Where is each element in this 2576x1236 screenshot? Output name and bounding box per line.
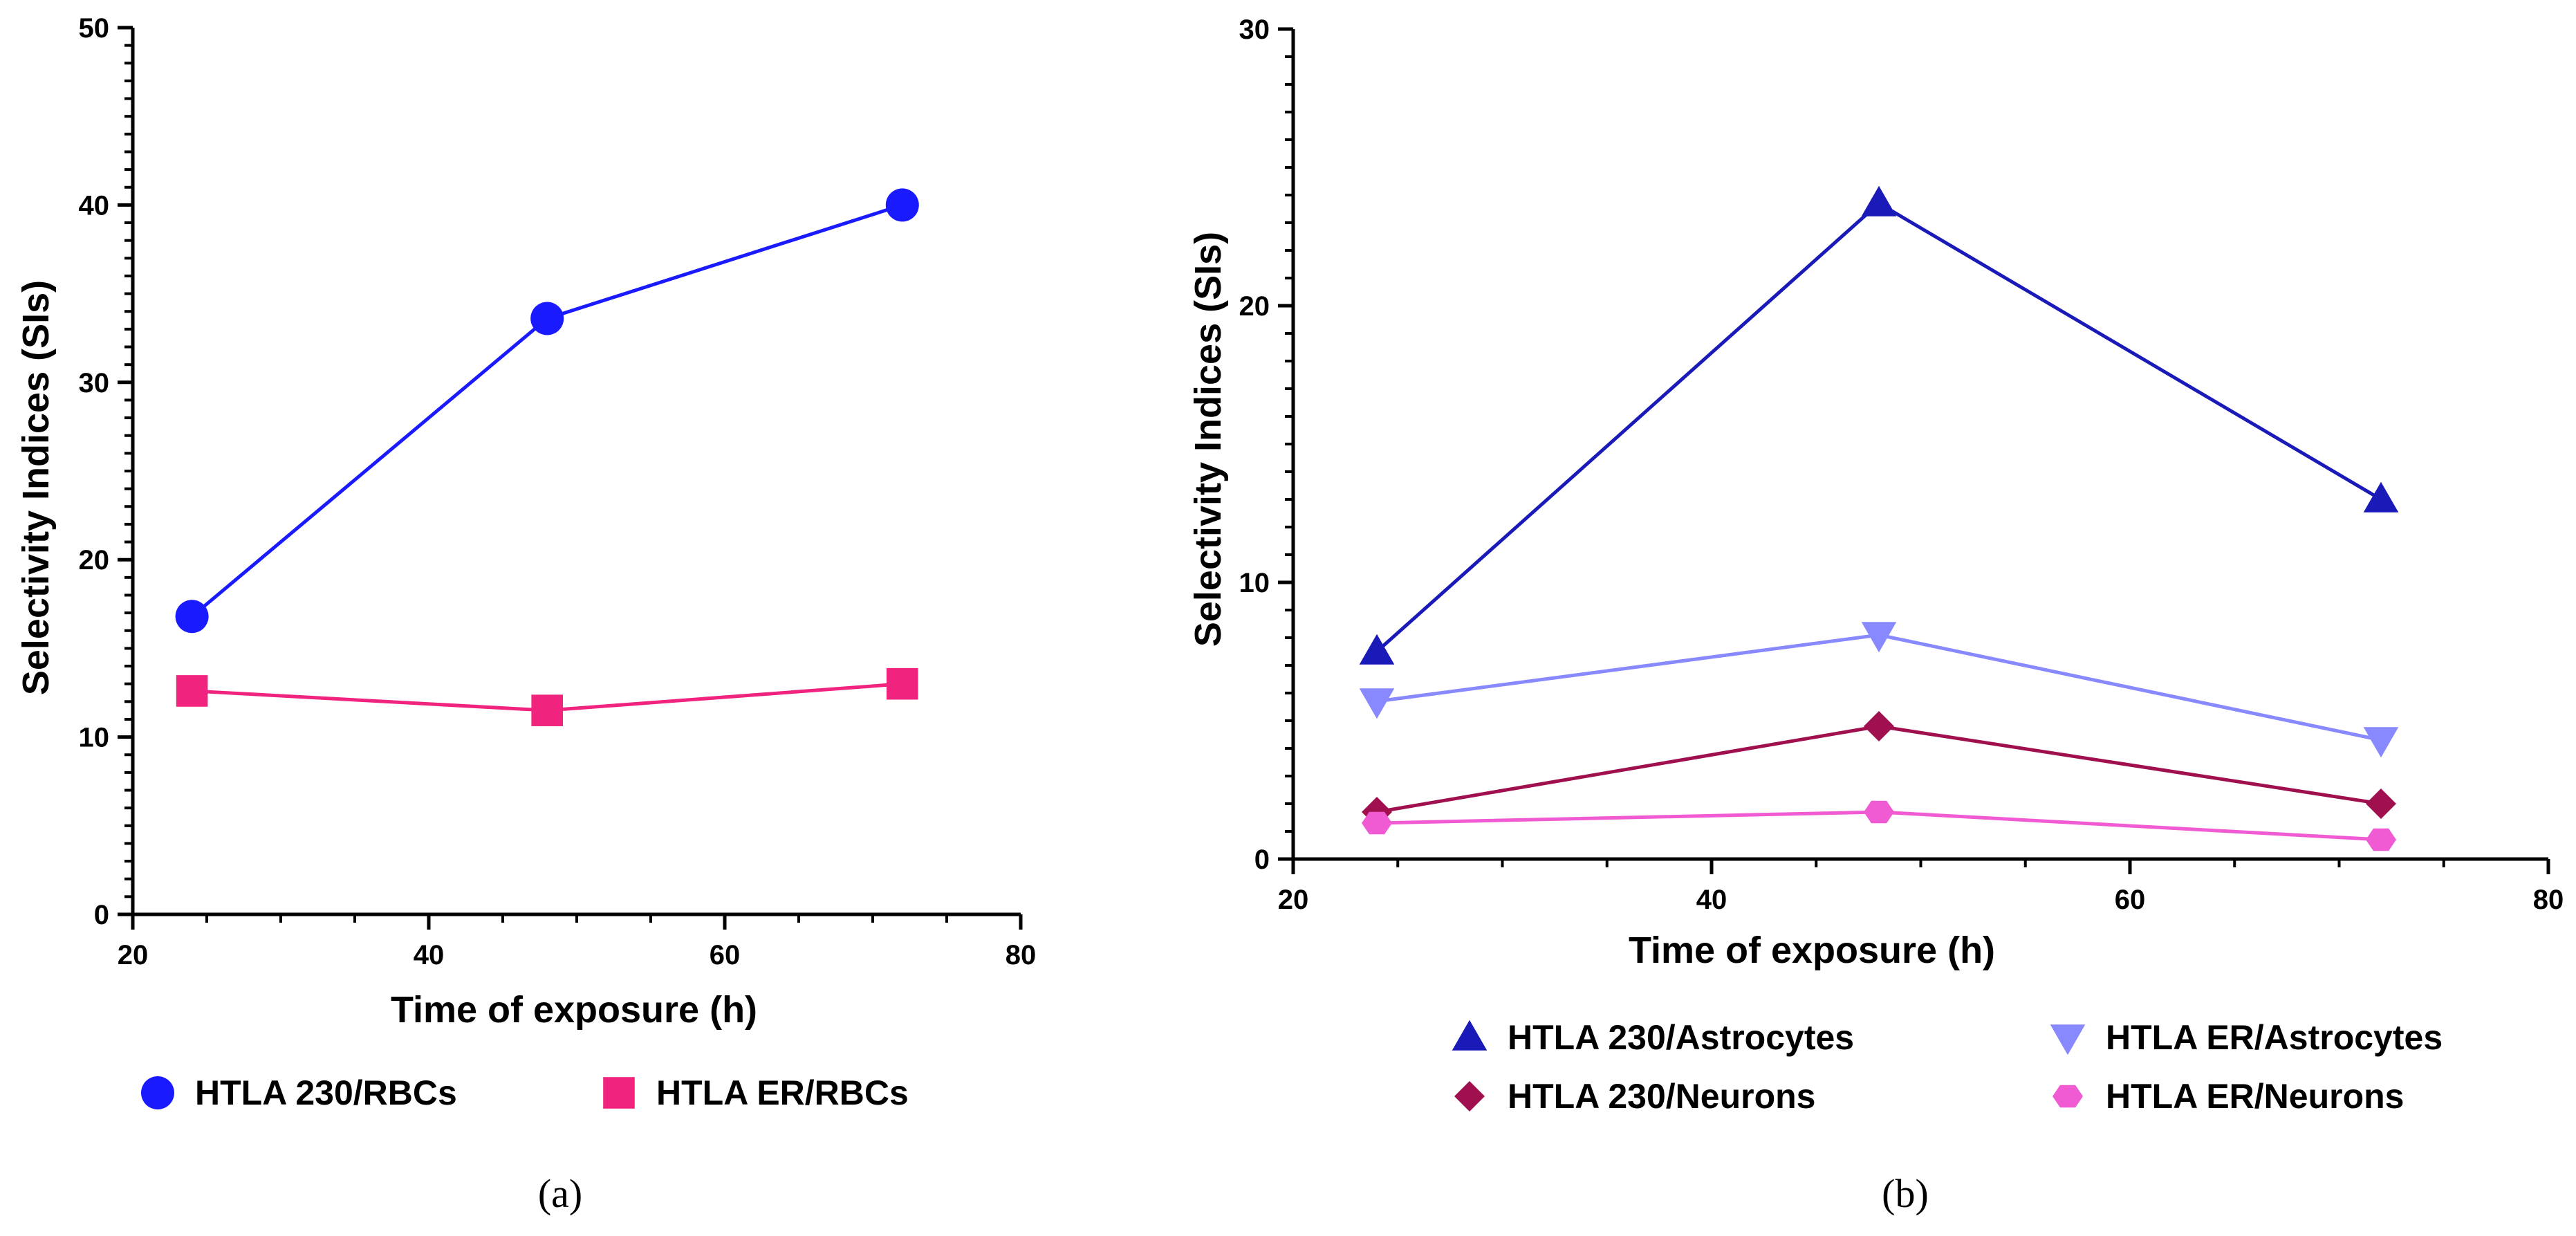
chart-b-y-tick-label: 20	[1239, 291, 1270, 322]
chart-a-x-tick-label: 40	[414, 940, 445, 970]
chart-a-y-tick-label: 50	[79, 13, 110, 44]
chart-b-series-0-point	[2363, 481, 2399, 513]
chart-b-x-tick-label: 20	[1278, 885, 1309, 915]
chart-a-series-1-point	[887, 667, 918, 700]
chart-b-legend-label: HTLA 230/Astrocytes	[1508, 1018, 1854, 1057]
chart-b-axes: 0 10 20 30 20 40 60 80	[1239, 15, 2564, 915]
chart-a-series-1-point	[531, 694, 563, 726]
chart-b-series-3-point	[1362, 811, 1392, 835]
chart-b-series-0-line	[1375, 201, 2382, 653]
chart-a-y-tick-label: 30	[79, 368, 110, 398]
chart-a-series-0-point	[530, 302, 564, 335]
chart-b-legend-item: HTLA ER/Neurons	[2053, 1077, 2404, 1116]
chart-b-series-1	[1359, 622, 2399, 758]
chart-b-series-0-point	[1861, 185, 1897, 216]
chart-b-series-1-point	[1359, 688, 1395, 719]
chart-b-x-tick-label: 40	[1696, 885, 1727, 915]
chart-b-series-0	[1359, 185, 2399, 665]
chart-b-legend-label: HTLA ER/Neurons	[2106, 1077, 2404, 1116]
chart-a-legend-item: HTLA 230/RBCs	[141, 1073, 457, 1112]
chart-b-y-tick-label: 0	[1254, 845, 1270, 875]
chart-b-legend-marker	[1452, 1020, 1488, 1051]
chart-b-series-3	[1362, 800, 2396, 851]
chart-b-legend-label: HTLA 230/Neurons	[1508, 1077, 1815, 1116]
chart-a-series-1-point	[176, 675, 208, 707]
chart-b-legend-marker	[2053, 1085, 2083, 1108]
chart-a-series-1	[176, 667, 918, 726]
chart-a-x-tick-label: 20	[118, 940, 149, 970]
chart-b-legend-item: HTLA ER/Astrocytes	[2050, 1018, 2443, 1057]
chart-b-legend-item: HTLA 230/Astrocytes	[1452, 1018, 1854, 1057]
chart-a-y-tick-label: 40	[79, 190, 110, 221]
chart-b-series-2-point	[2366, 788, 2396, 819]
chart-b-legend-item: HTLA 230/Neurons	[1454, 1077, 1815, 1116]
chart-a-x-tick-label: 60	[710, 940, 741, 970]
chart-b-series-1-point	[1861, 622, 1897, 653]
chart-a-y-tick-label: 0	[94, 900, 109, 930]
chart-a-legend-label: HTLA ER/RBCs	[656, 1073, 909, 1112]
chart-b-panel-label: (b)	[1882, 1171, 1929, 1216]
chart-a-series-0-point	[175, 600, 209, 634]
chart-a-x-tick-label: 80	[1006, 940, 1037, 970]
chart-a-panel-label: (a)	[538, 1171, 582, 1216]
chart-a-axes: 0 10 20 30 40 50 20 40 60 80	[79, 13, 1037, 970]
chart-b-series-1-point	[2363, 727, 2399, 758]
chart-b-series	[1359, 185, 2399, 851]
chart-b-y-tick-label: 30	[1239, 15, 1270, 45]
chart-b: 0 10 20 30 20 40 60 80 Time of exposure (h) Sel…	[1187, 15, 2564, 1216]
chart-a-y-tick-label: 10	[79, 723, 110, 753]
chart-a-series	[175, 188, 919, 726]
chart-b-series-2-point	[1864, 711, 1894, 741]
chart-b-legend-marker	[1454, 1081, 1485, 1112]
chart-b-legend-label: HTLA ER/Astrocytes	[2106, 1018, 2443, 1057]
chart-a-legend-label: HTLA 230/RBCs	[195, 1073, 457, 1112]
chart-a-legend: HTLA 230/RBCs HTLA ER/RBCs	[141, 1073, 909, 1112]
chart-a-series-0	[175, 188, 919, 634]
chart-a-series-0-point	[885, 188, 919, 222]
chart-a-legend-marker	[141, 1076, 174, 1109]
chart-a-xlabel: Time of exposure (h)	[391, 989, 757, 1031]
chart-b-xlabel: Time of exposure (h)	[1629, 930, 1995, 971]
chart-a-legend-item: HTLA ER/RBCs	[603, 1073, 909, 1112]
chart-a-y-tick-label: 20	[79, 545, 110, 575]
chart-b-ylabel: Selectivity Indices (SIs)	[1187, 232, 1229, 647]
chart-b-series-0-point	[1359, 634, 1395, 665]
chart-b-legend: HTLA 230/Astrocytes HTLA ER/Astrocytes HTL…	[1452, 1018, 2443, 1116]
chart-a: 0 10 20 30 40 50 20 40 60 80 Time of exposure (h)…	[15, 13, 1036, 1216]
chart-b-x-tick-label: 80	[2533, 885, 2564, 915]
chart-b-y-tick-label: 10	[1239, 568, 1270, 598]
chart-a-ylabel: Selectivity Indices (SIs)	[15, 280, 57, 695]
chart-a-series-0-line	[190, 203, 903, 618]
chart-b-x-tick-label: 60	[2115, 885, 2146, 915]
chart-b-legend-marker	[2050, 1024, 2086, 1055]
chart-a-legend-marker	[603, 1077, 635, 1109]
chart-b-series-3-point	[1864, 800, 1894, 824]
chart-b-series-3-point	[2366, 828, 2396, 851]
